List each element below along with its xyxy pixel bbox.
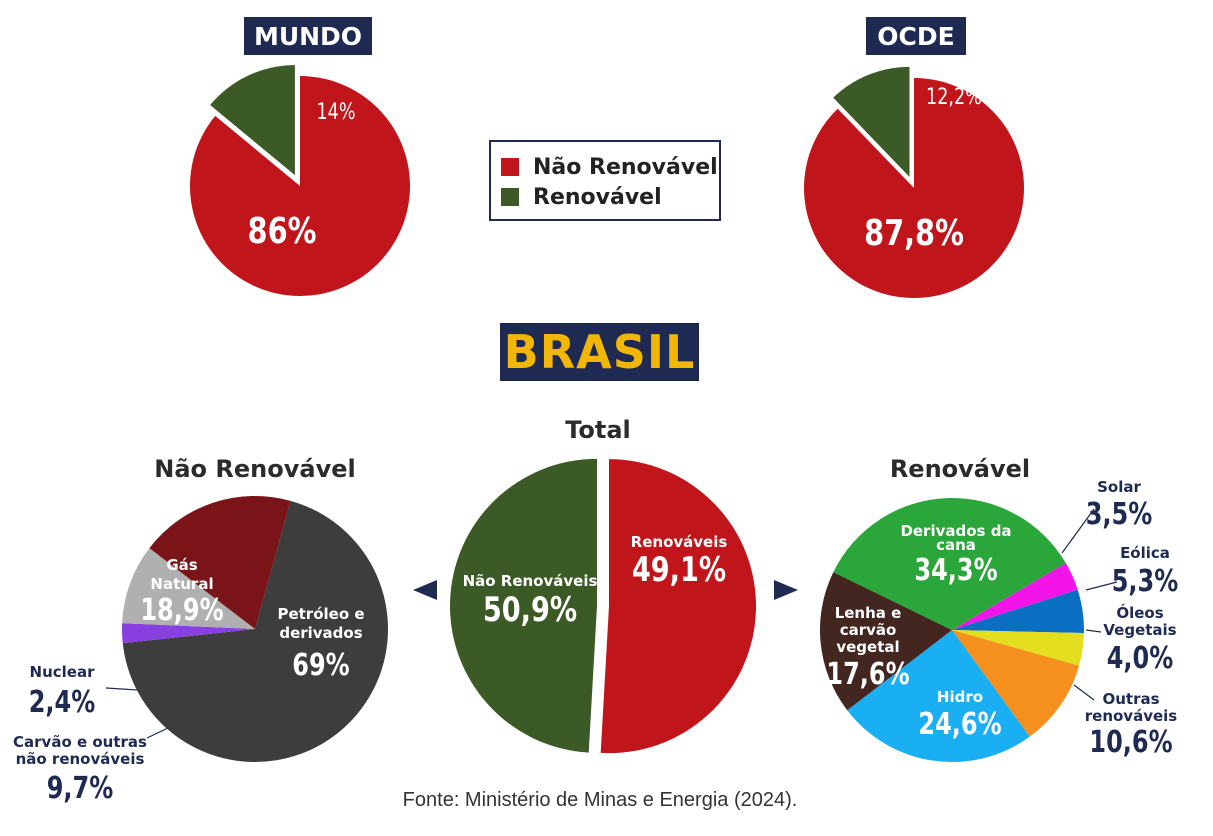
legend-label: Renovável xyxy=(533,184,662,210)
pie-nao-renovavel xyxy=(122,496,389,763)
value-label-total-nao-renovaveis: 50,9% xyxy=(483,590,577,630)
value-label-hidro: 24,6% xyxy=(918,707,1001,741)
slice-renovavel-hidro xyxy=(847,630,1030,762)
value-label-carvao: 9,7% xyxy=(47,771,114,805)
pie-total xyxy=(450,458,756,754)
value-label-solar: 3,5% xyxy=(1086,497,1153,531)
slice-mundo-renovavel xyxy=(210,65,295,176)
value-label-ocde-nao-renovavel: 87,8% xyxy=(864,212,964,254)
legend: Não Renovável Renovável xyxy=(489,140,721,221)
slice-renovavel-solar xyxy=(952,563,1078,630)
category-label-carvao: Carvão e outras xyxy=(13,733,147,751)
slice-nao-renovavel-nuclear xyxy=(122,548,255,629)
badge-mundo: MUNDO xyxy=(244,17,372,55)
value-label-oleos: 4,0% xyxy=(1107,641,1174,675)
category-label-petroleo: derivados xyxy=(279,624,362,642)
arrow-left-icon xyxy=(413,580,437,600)
category-label-lenha: Lenha e xyxy=(835,604,902,622)
legend-swatch-renovavel xyxy=(501,188,519,206)
category-label-carvao: não renováveis xyxy=(16,750,145,768)
category-label-solar: Solar xyxy=(1097,478,1141,496)
category-label-oleos: Óleos xyxy=(1116,603,1163,622)
pie-mundo xyxy=(190,65,410,296)
legend-label: Não Renovável xyxy=(533,154,718,180)
slice-renovavel-outras-renovaveis xyxy=(952,630,1080,737)
slice-ocde-nao-renovavel xyxy=(804,78,1024,298)
pie-ocde xyxy=(804,66,1024,298)
category-label-gas-natural: Gás xyxy=(166,556,197,574)
source-note: Fonte: Ministério de Minas e Energia (20… xyxy=(402,789,798,811)
slice-total-nao-renovaveis xyxy=(600,459,756,754)
category-label-gas-natural: Natural xyxy=(150,575,213,593)
badge-ocde: OCDE xyxy=(866,17,966,55)
value-label-mundo-nao-renovavel: 86% xyxy=(248,210,317,252)
value-label-petroleo: 69% xyxy=(292,648,349,682)
category-label-eolica: Eólica xyxy=(1120,544,1170,562)
slice-renovavel-lenha-e-carvao-vegetal xyxy=(819,572,952,711)
slice-mundo-nao-renovavel xyxy=(190,76,410,296)
value-label-total-renovaveis: 49,1% xyxy=(632,550,726,590)
value-label-derivados-cana: 34,3% xyxy=(914,553,997,587)
slice-nao-renovavel-petroleo-e-derivados xyxy=(122,500,389,763)
category-label-derivados-cana: Derivados da xyxy=(900,522,1011,540)
badge-brasil: BRASIL xyxy=(500,323,699,381)
value-label-nuclear: 2,4% xyxy=(29,685,96,719)
nao-renovavel-chart-title: Não Renovável xyxy=(154,455,356,483)
category-label-petroleo: Petróleo e xyxy=(277,605,364,623)
value-label-lenha: 17,6% xyxy=(826,657,909,691)
category-label-oleos: Vegetais xyxy=(1103,621,1176,639)
legend-item-renovavel: Renovável xyxy=(501,182,719,212)
value-label-eolica: 5,3% xyxy=(1112,564,1179,598)
legend-swatch-nao-renovavel xyxy=(501,158,519,176)
slice-ocde-renovavel xyxy=(833,66,910,177)
slice-nao-renovavel-gas-natural xyxy=(149,496,291,629)
slice-nao-renovavel-carvao-e-outras-nao-renovaveis xyxy=(122,623,255,644)
value-label-ocde-renovavel: 12,2% xyxy=(926,84,982,109)
category-label-total-nao-renovaveis: Não Renováveis xyxy=(463,572,598,590)
total-chart-title: Total xyxy=(565,416,631,444)
category-label-derivados-cana: cana xyxy=(936,536,976,554)
arrow-right-icon xyxy=(774,580,798,600)
category-label-lenha: carvão xyxy=(840,621,897,639)
leader-lines xyxy=(105,508,1118,739)
category-label-lenha: vegetal xyxy=(836,638,899,656)
slice-renovavel-oleos-vegetais xyxy=(952,630,1084,666)
category-label-hidro: Hidro xyxy=(937,688,983,706)
value-label-gas-natural: 18,9% xyxy=(140,593,223,627)
slice-total-renovaveis xyxy=(450,458,598,753)
slice-renovavel-eolica xyxy=(952,589,1084,633)
slice-renovavel-derivados-da-cana xyxy=(833,498,1066,630)
category-label-total-renovaveis: Renováveis xyxy=(631,533,728,551)
pie-renovavel xyxy=(819,498,1084,762)
category-label-outras: Outras xyxy=(1102,690,1159,708)
legend-item-nao-renovavel: Não Renovável xyxy=(501,152,719,182)
renovavel-chart-title: Renovável xyxy=(889,455,1031,483)
category-label-nuclear: Nuclear xyxy=(30,663,96,681)
value-label-mundo-renovavel: 14% xyxy=(316,99,355,124)
value-label-outras: 10,6% xyxy=(1089,725,1172,759)
category-label-outras: renováveis xyxy=(1085,707,1178,725)
